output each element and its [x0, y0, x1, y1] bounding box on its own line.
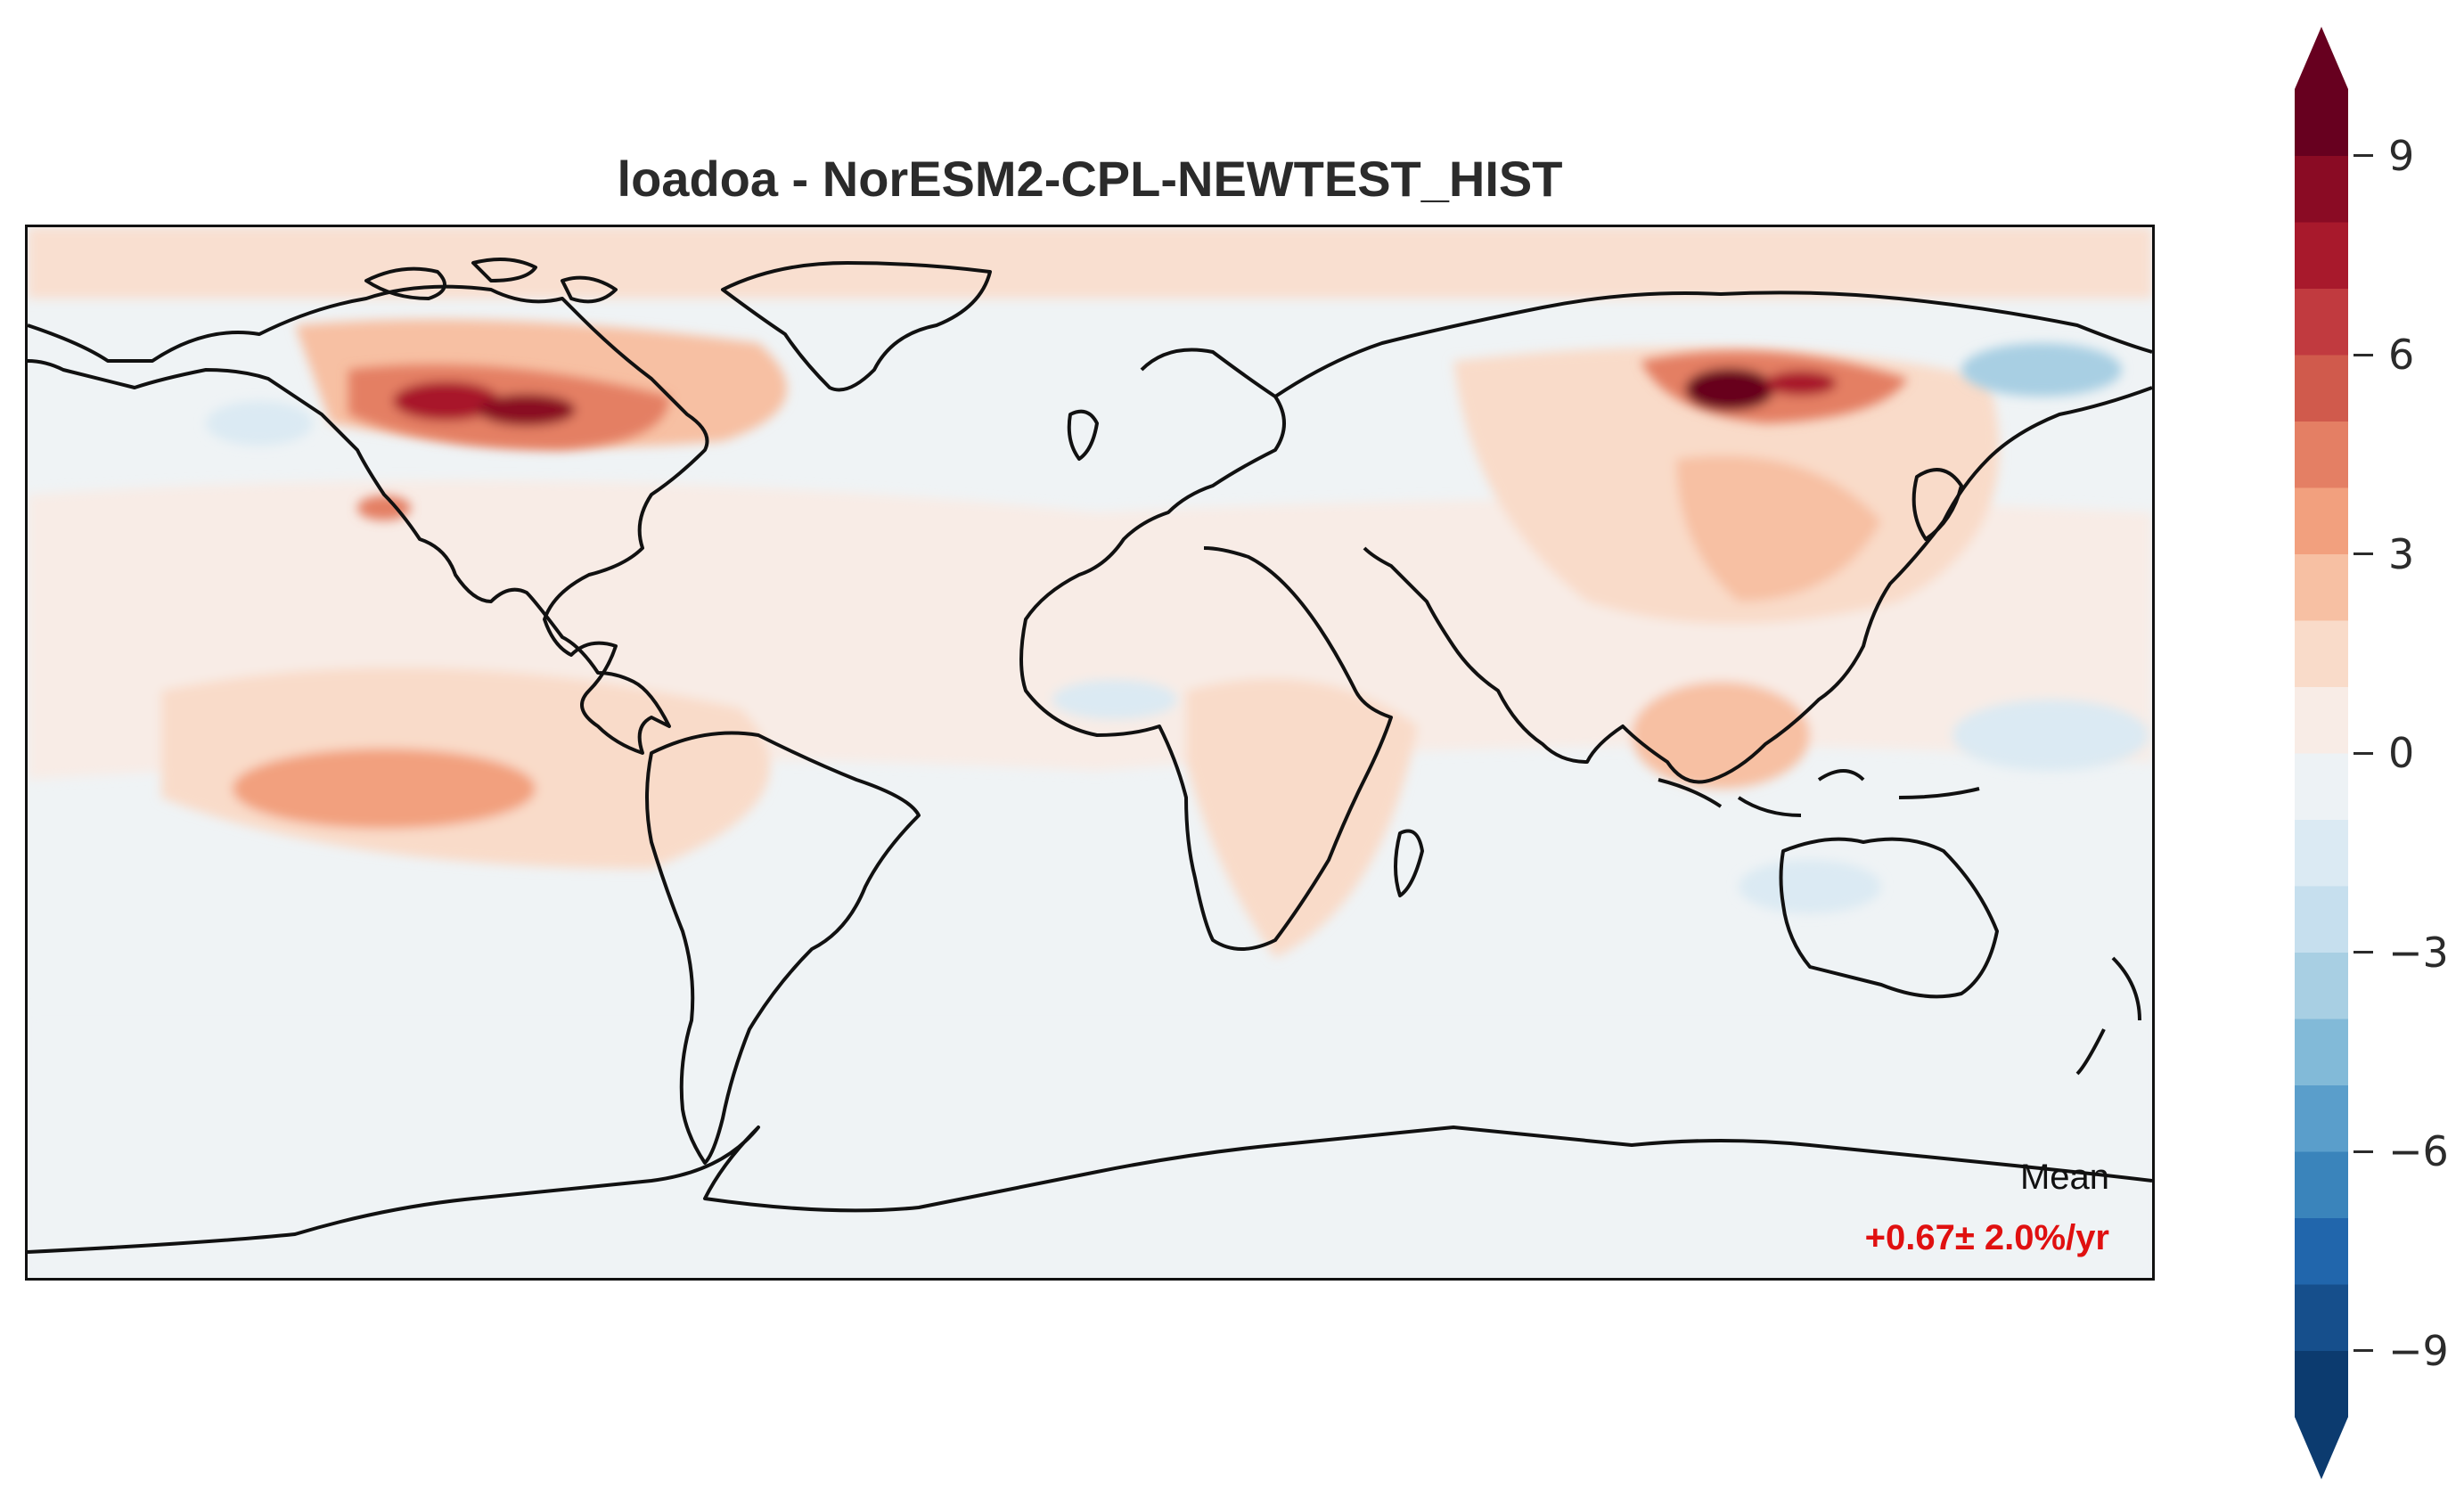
colorbar-tick-label: −6	[2388, 1127, 2449, 1175]
colorbar-tick-mark	[2353, 353, 2373, 356]
map-panel: Mean +0.67± 2.0%/yr	[25, 225, 2155, 1281]
colorbar-segment	[2295, 1151, 2348, 1218]
colorbar-tick-label: −3	[2388, 928, 2449, 977]
colorbar-extend-high	[2295, 27, 2348, 89]
new-zealand-coast	[2075, 956, 2141, 1076]
colorbar-segment	[2295, 819, 2348, 887]
trend-field-map	[28, 227, 2152, 1278]
colorbar-segment	[2295, 1284, 2348, 1351]
colorbar-extend-low	[2295, 1417, 2348, 1479]
colorbar-tick-mark	[2353, 552, 2373, 555]
colorbar-segment	[2295, 1019, 2348, 1085]
siberia-hotspot-core	[1685, 368, 1774, 411]
south-america-coast	[645, 731, 921, 1165]
colorbar-tick-mark	[2353, 951, 2373, 954]
colorbar-segment	[2295, 288, 2348, 356]
colorbar-tick-mark	[2353, 1150, 2373, 1153]
colorbar-segment	[2295, 222, 2348, 289]
colorbar-segment	[2295, 487, 2348, 554]
colorbar-segment	[2295, 553, 2348, 621]
north-america-coast	[28, 284, 709, 755]
colorbar-tick-label: 0	[2388, 729, 2415, 777]
southern-ocean-field	[28, 1011, 2152, 1278]
indonesia-islands	[1658, 769, 1980, 817]
colorbar-tick-label: 6	[2388, 331, 2415, 379]
canadian-archipelago	[364, 258, 618, 304]
rockies-hotspot	[357, 495, 411, 520]
antarctica-coast	[28, 1125, 2152, 1254]
japan-coast	[1911, 468, 1963, 541]
arctic-warm-band	[28, 227, 2152, 299]
greenland-coast	[721, 261, 992, 392]
west-pacific-cool-patch	[1952, 700, 2149, 771]
madagascar-coast	[1394, 829, 1424, 897]
colorbar-segment	[2295, 355, 2348, 422]
colorbar-tick-label: 9	[2388, 131, 2415, 180]
colorbar-tick-mark	[2353, 1349, 2373, 1352]
australia-cool-patch	[1739, 860, 1881, 913]
colorbar-segment	[2295, 686, 2348, 754]
coastlines	[28, 258, 2152, 1254]
europe-africa-coast	[1019, 348, 1393, 951]
asia-coast	[1273, 291, 2152, 784]
canada-hotspot-core-a	[393, 381, 500, 421]
colorbar-segment	[2295, 1217, 2348, 1285]
colorbar-tick-label: −9	[2388, 1326, 2449, 1375]
colorbar	[2295, 27, 2348, 1479]
atlantic-warm-region	[651, 561, 905, 744]
mean-label: Mean	[2019, 1158, 2109, 1197]
colorbar-segment	[2295, 952, 2348, 1019]
colorbar-tick-mark	[2353, 751, 2373, 755]
colorbar-segment	[2295, 1084, 2348, 1152]
pacific-warm-core	[233, 749, 536, 829]
uk-coast	[1067, 409, 1099, 461]
canada-hotspot-core-b	[478, 394, 576, 426]
alaska-cool-patch	[206, 401, 313, 446]
east-asia-warm-core	[1676, 455, 1881, 602]
south-asia-warm-core	[1632, 682, 1810, 789]
kamchatka-cool-core	[1961, 343, 2122, 397]
sahel-cool-patch	[1052, 680, 1177, 719]
colorbar-segment	[2295, 886, 2348, 953]
colorbar-segment	[2295, 89, 2348, 156]
siberia-hotspot-secondary	[1765, 371, 1837, 396]
colorbar-segment	[2295, 155, 2348, 223]
colorbar-segment	[2295, 1350, 2348, 1418]
colorbar-tick-label: 3	[2388, 529, 2415, 578]
colorbar-tick-mark	[2353, 154, 2373, 157]
africa-warm-region	[1186, 678, 1418, 958]
map-title: loadoa - NorESM2-CPL-NEWTEST_HIST	[617, 151, 1563, 207]
colorbar-segment	[2295, 421, 2348, 488]
mean-trend-value: +0.67± 2.0%/yr	[1864, 1218, 2109, 1257]
colorbar-segment	[2295, 753, 2348, 820]
australia-coast	[1779, 837, 1999, 999]
colorbar-segment	[2295, 620, 2348, 687]
